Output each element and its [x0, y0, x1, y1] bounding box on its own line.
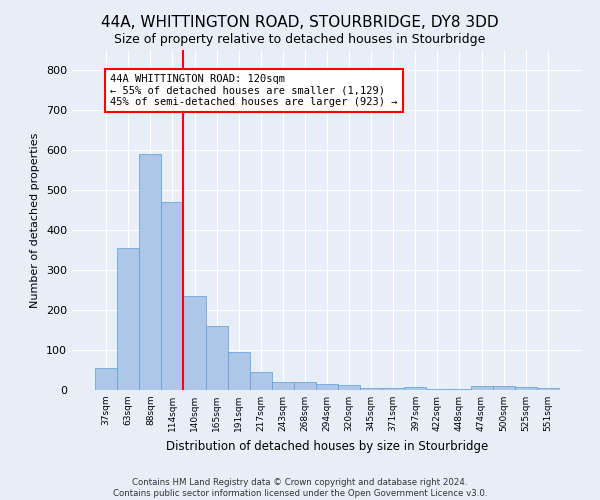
- Y-axis label: Number of detached properties: Number of detached properties: [31, 132, 40, 308]
- Bar: [448, 389, 470, 390]
- Bar: [360, 388, 382, 390]
- Bar: [206, 326, 227, 390]
- Bar: [427, 389, 448, 390]
- Text: 44A WHITTINGTON ROAD: 120sqm
← 55% of detached houses are smaller (1,129)
45% of: 44A WHITTINGTON ROAD: 120sqm ← 55% of de…: [110, 74, 398, 107]
- Bar: [537, 388, 559, 390]
- Text: 44A, WHITTINGTON ROAD, STOURBRIDGE, DY8 3DD: 44A, WHITTINGTON ROAD, STOURBRIDGE, DY8 …: [101, 15, 499, 30]
- Bar: [139, 154, 161, 390]
- Bar: [294, 382, 316, 390]
- Bar: [316, 384, 338, 390]
- Bar: [338, 385, 360, 390]
- Bar: [117, 248, 139, 390]
- Bar: [161, 202, 184, 390]
- Bar: [184, 296, 206, 390]
- Bar: [227, 352, 250, 390]
- Bar: [382, 388, 404, 390]
- Bar: [272, 382, 294, 390]
- Bar: [470, 386, 493, 390]
- Text: Size of property relative to detached houses in Stourbridge: Size of property relative to detached ho…: [115, 32, 485, 46]
- Bar: [515, 387, 537, 390]
- Bar: [404, 387, 427, 390]
- Bar: [95, 368, 117, 390]
- X-axis label: Distribution of detached houses by size in Stourbridge: Distribution of detached houses by size …: [166, 440, 488, 452]
- Bar: [493, 386, 515, 390]
- Text: Contains HM Land Registry data © Crown copyright and database right 2024.
Contai: Contains HM Land Registry data © Crown c…: [113, 478, 487, 498]
- Bar: [250, 372, 272, 390]
